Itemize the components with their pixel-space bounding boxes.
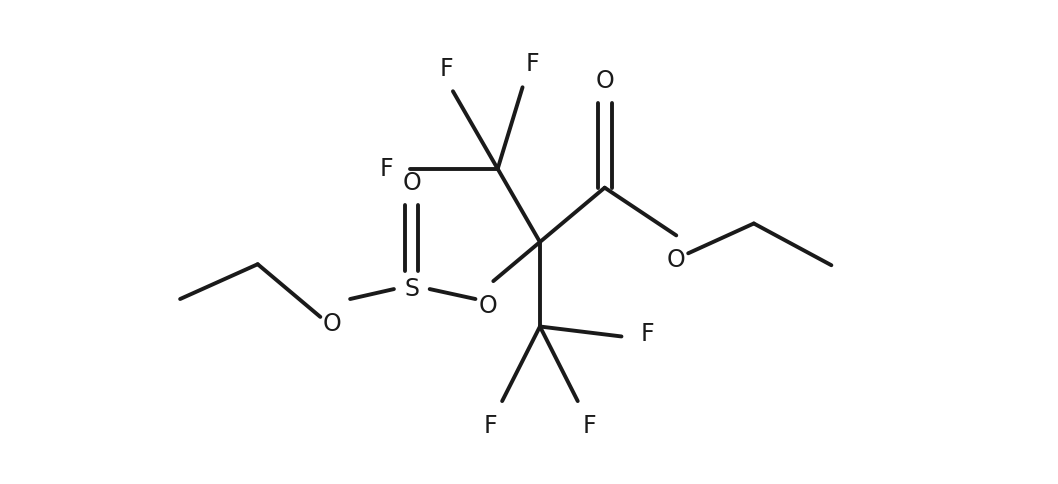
Text: O: O [596,69,614,93]
Text: F: F [526,52,540,76]
Text: O: O [667,248,686,272]
Text: F: F [484,414,497,438]
Text: O: O [479,294,497,318]
Text: F: F [380,157,394,181]
Text: S: S [404,277,419,301]
Text: O: O [402,171,421,195]
Text: F: F [640,322,654,347]
Text: O: O [323,312,342,336]
Text: F: F [439,58,453,81]
Text: F: F [583,414,597,438]
